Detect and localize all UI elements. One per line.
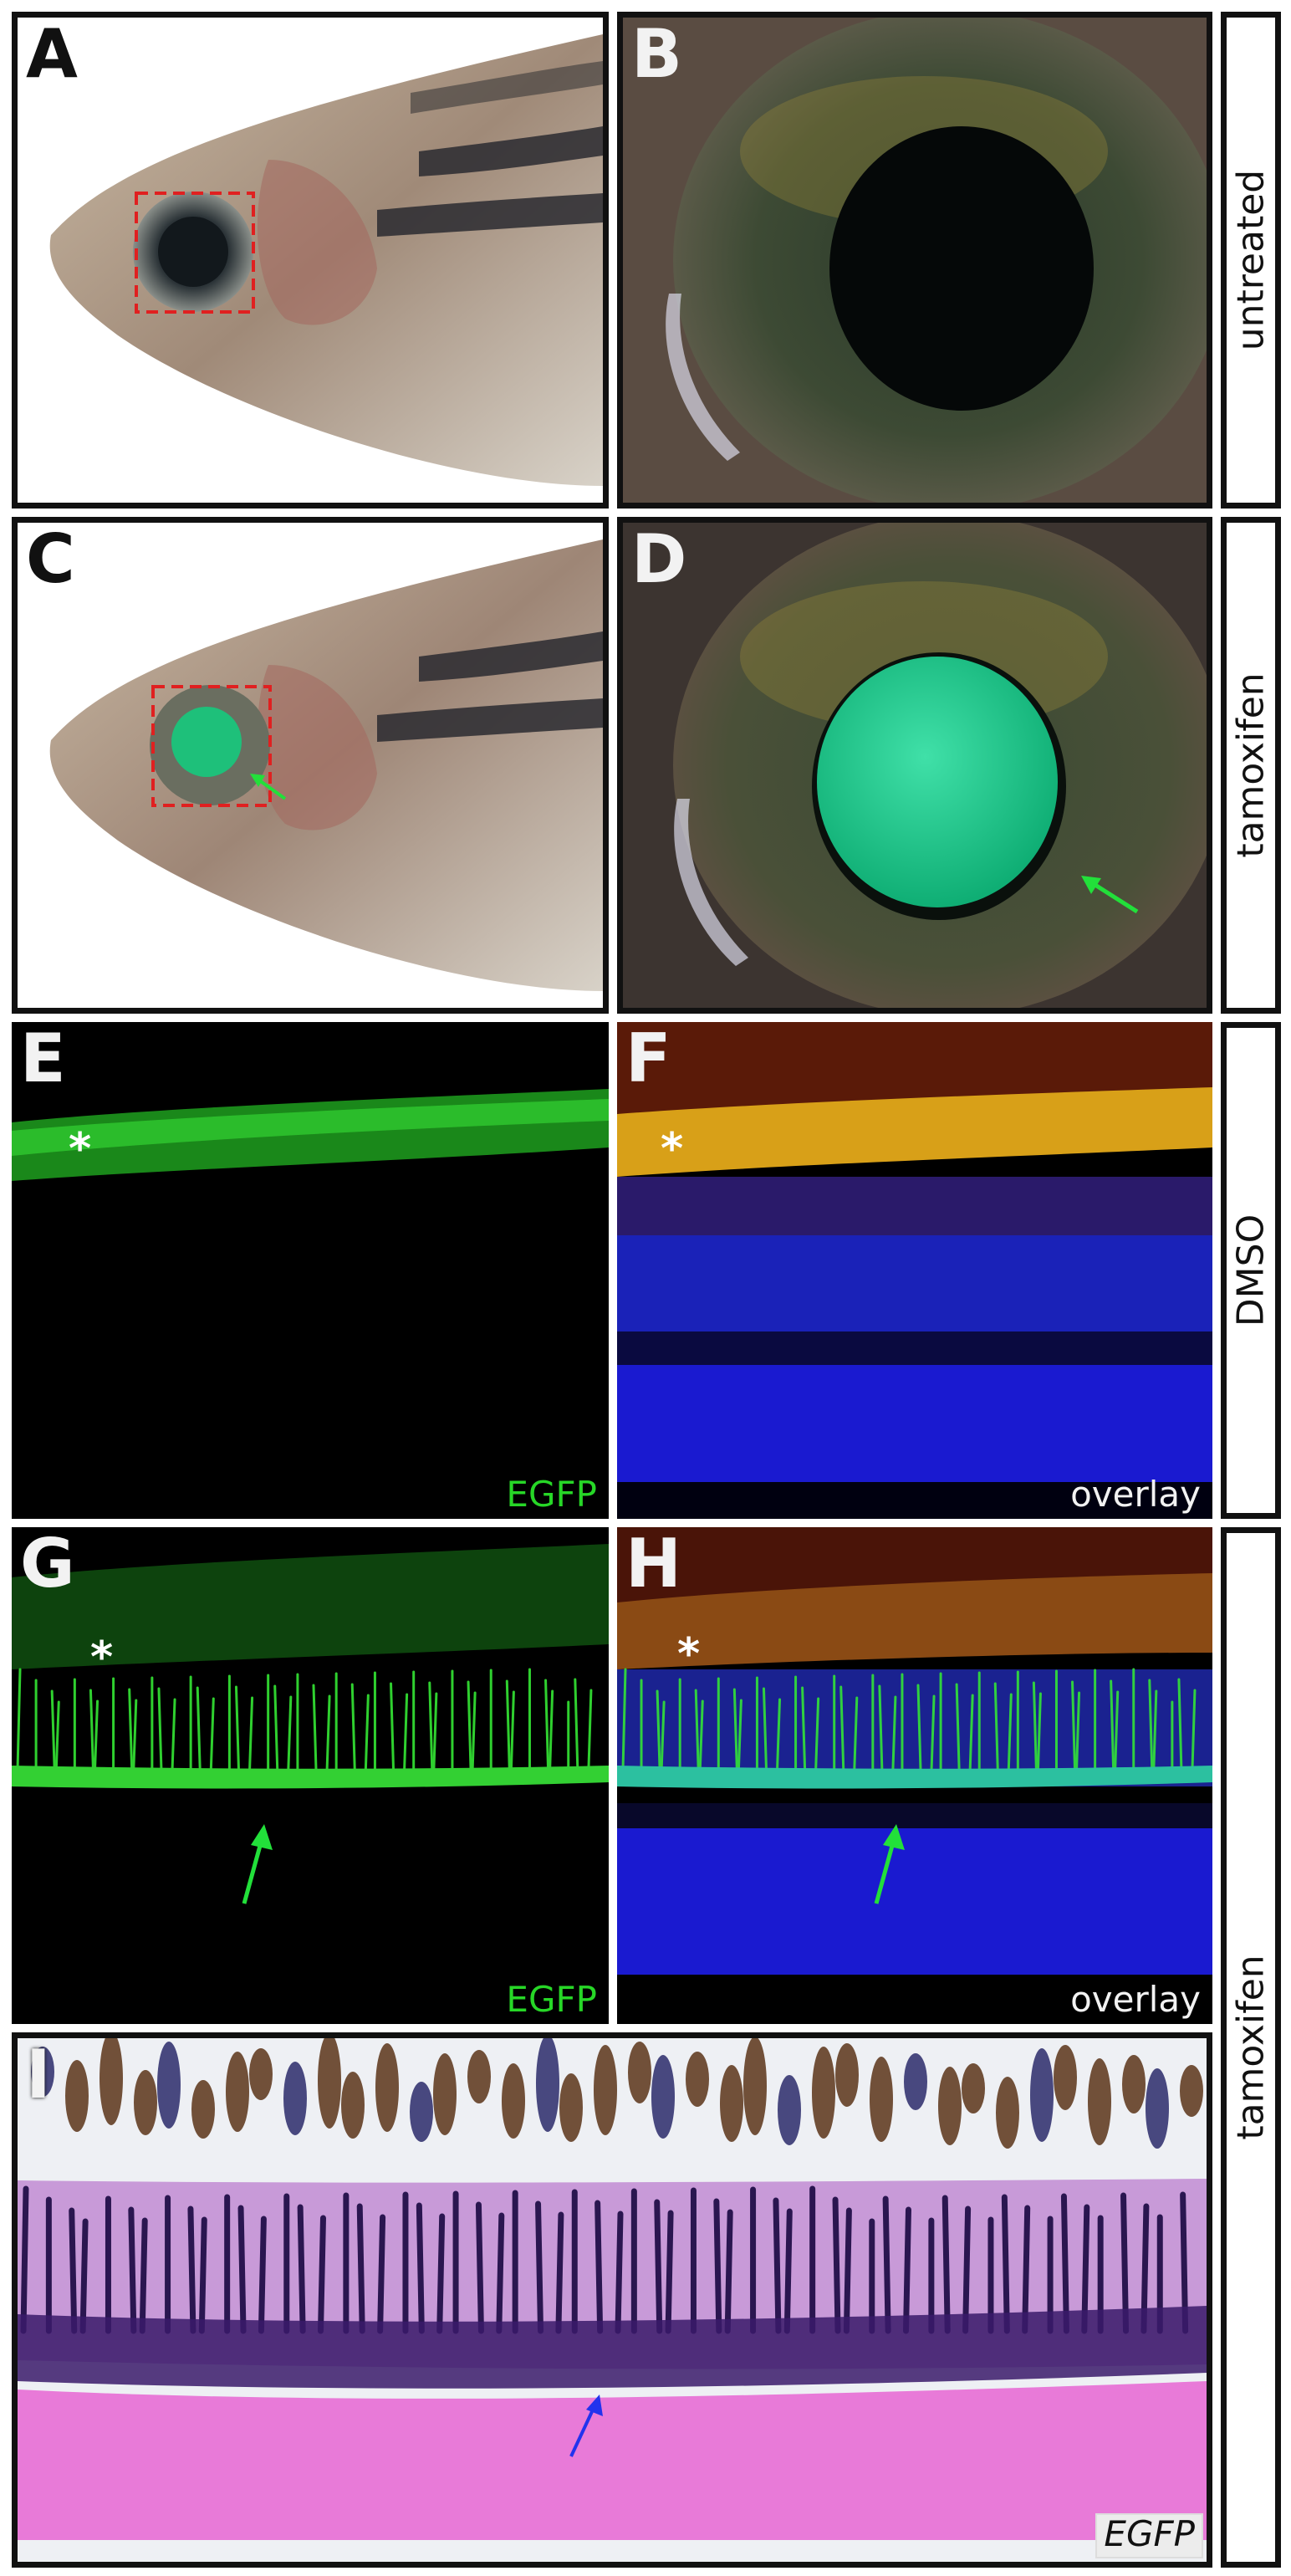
side-label-box-tamoxifen-top: tamoxifen xyxy=(1221,517,1281,1014)
in-situ-micrograph xyxy=(18,2038,1207,2562)
panel-letter: A xyxy=(26,15,78,93)
side-label-box-dmso: DMSO xyxy=(1221,1022,1281,1519)
roi-box xyxy=(151,685,272,807)
channel-label-overlay: overlay xyxy=(1070,1979,1201,2020)
channel-label-overlay: overlay xyxy=(1070,1474,1201,1515)
panel-letter: D xyxy=(631,520,687,598)
arrow xyxy=(242,1836,265,1904)
panel-letter: I xyxy=(26,2036,51,2113)
channel-label-egfp-insitu: EGFP xyxy=(1095,2513,1203,2558)
panel-letter: E xyxy=(20,1022,66,1097)
asterisk-marker: * xyxy=(69,1124,92,1174)
panel-g-egfp-tamoxifen: G * EGFP xyxy=(12,1527,609,2024)
labeled-cell-processes xyxy=(16,1668,593,1771)
panel-letter: C xyxy=(26,520,75,598)
asterisk-marker: * xyxy=(90,1633,114,1683)
channel-label-egfp: EGFP xyxy=(506,1474,597,1515)
panel-letter: B xyxy=(631,15,682,93)
side-label-box-tamoxifen-bottom: tamoxifen xyxy=(1221,1527,1281,2568)
arrow xyxy=(874,1836,897,1904)
panel-letter: G xyxy=(20,1527,75,1602)
side-label-tamoxifen-top: tamoxifen xyxy=(1229,672,1273,858)
asterisk-marker: * xyxy=(677,1629,701,1679)
eye-closeup-image-untreated xyxy=(623,18,1207,503)
panel-e-egfp-dmso: E * EGFP xyxy=(12,1022,609,1519)
channel-label-egfp: EGFP xyxy=(506,1979,597,2020)
egfp-micrograph-tamoxifen xyxy=(12,1527,609,2024)
overlay-micrograph-tamoxifen xyxy=(617,1527,1212,2024)
stained-cells xyxy=(20,2185,1189,2334)
panel-i-in-situ-egfp: I EGFP xyxy=(12,2032,1212,2568)
eye-closeup-image-tamoxifen xyxy=(623,523,1207,1008)
panel-letter: F xyxy=(625,1022,671,1097)
egfp-micrograph-dmso xyxy=(12,1022,609,1519)
arrow xyxy=(1089,880,1139,914)
roi-box xyxy=(135,192,255,314)
side-label-untreated: untreated xyxy=(1229,169,1273,351)
panel-d-eye-closeup-tamoxifen: D xyxy=(617,517,1212,1014)
side-label-box-untreated: untreated xyxy=(1221,12,1281,509)
asterisk-marker: * xyxy=(661,1124,684,1174)
panel-f-overlay-dmso: F * overlay xyxy=(617,1022,1212,1519)
labeled-cell-processes xyxy=(621,1668,1197,1771)
side-label-dmso: DMSO xyxy=(1229,1214,1273,1327)
panel-a-fish-head-untreated: A xyxy=(12,12,609,509)
overlay-micrograph-dmso xyxy=(617,1022,1212,1519)
panel-h-overlay-tamoxifen: H * overlay xyxy=(617,1527,1212,2024)
panel-c-fish-head-tamoxifen: C xyxy=(12,517,609,1014)
side-label-tamoxifen-bottom: tamoxifen xyxy=(1229,1955,1273,2140)
panel-letter: H xyxy=(625,1527,681,1602)
fish-head-image-untreated xyxy=(18,18,603,503)
arrow xyxy=(569,2405,596,2457)
pigment-epithelium xyxy=(31,2038,1203,2149)
panel-b-eye-closeup-untreated: B xyxy=(617,12,1212,509)
fish-head-image-tamoxifen xyxy=(18,523,603,1008)
